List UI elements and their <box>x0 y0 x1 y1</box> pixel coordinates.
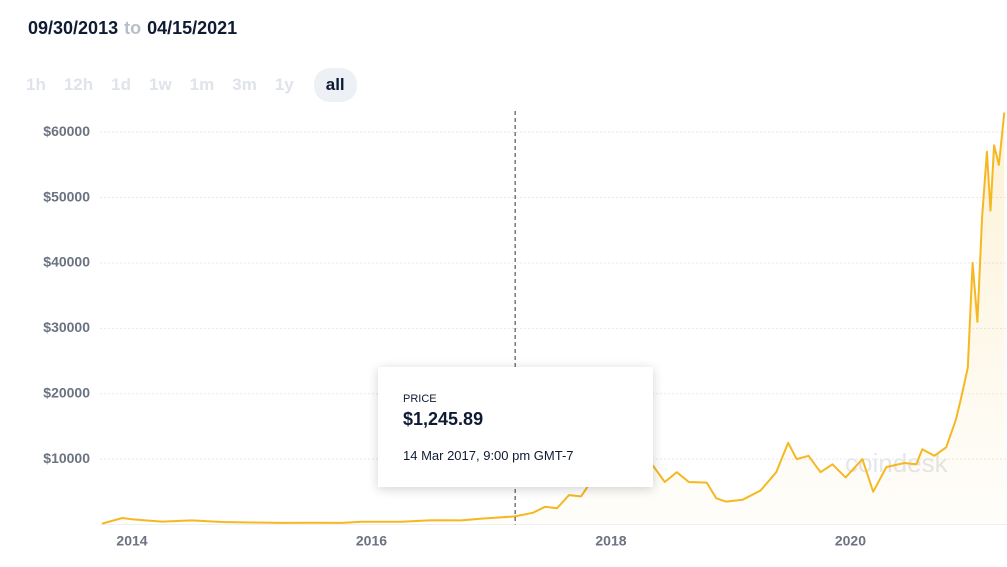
date-from: 09/30/2013 <box>28 18 119 38</box>
date-to: 04/15/2021 <box>147 18 238 38</box>
y-tick-label: $10000 <box>43 450 90 466</box>
x-tick-label: 2020 <box>835 533 866 549</box>
range-buttons: 1h 12h 1d 1w 1m 3m 1y all <box>18 68 357 102</box>
range-button[interactable]: all <box>313 68 357 102</box>
y-tick-label: $20000 <box>43 384 90 400</box>
range-button[interactable]: 1w <box>148 75 172 94</box>
y-tick-label: $30000 <box>43 319 90 335</box>
date-sep: to <box>124 18 142 38</box>
range-button[interactable]: 1y <box>274 75 294 94</box>
range-button[interactable]: 1m <box>189 75 215 94</box>
tooltip-date: 14 Mar 2017, 9:00 pm GMT-7 <box>403 448 574 463</box>
x-tick-label: 2014 <box>116 533 147 549</box>
y-tick-label: $40000 <box>43 254 90 270</box>
x-tick-label: 2018 <box>595 533 626 549</box>
range-button[interactable]: 3m <box>232 75 257 94</box>
range-button[interactable]: 12h <box>63 75 94 94</box>
y-tick-label: $50000 <box>43 188 90 204</box>
tooltip: PRICE $1,245.89 14 Mar 2017, 9:00 pm GMT… <box>378 367 653 487</box>
area <box>102 112 1005 525</box>
x-tick-label: 2016 <box>356 533 387 549</box>
date-range: 09/30/2013 to 04/15/2021 <box>28 18 237 39</box>
range-button[interactable]: 1d <box>111 75 131 94</box>
tooltip-label: PRICE <box>403 393 437 405</box>
y-tick-label: $60000 <box>43 123 90 139</box>
tooltip-value: $1,245.89 <box>403 409 484 429</box>
price-line <box>101 112 1006 525</box>
range-button[interactable]: 1h <box>26 75 46 94</box>
